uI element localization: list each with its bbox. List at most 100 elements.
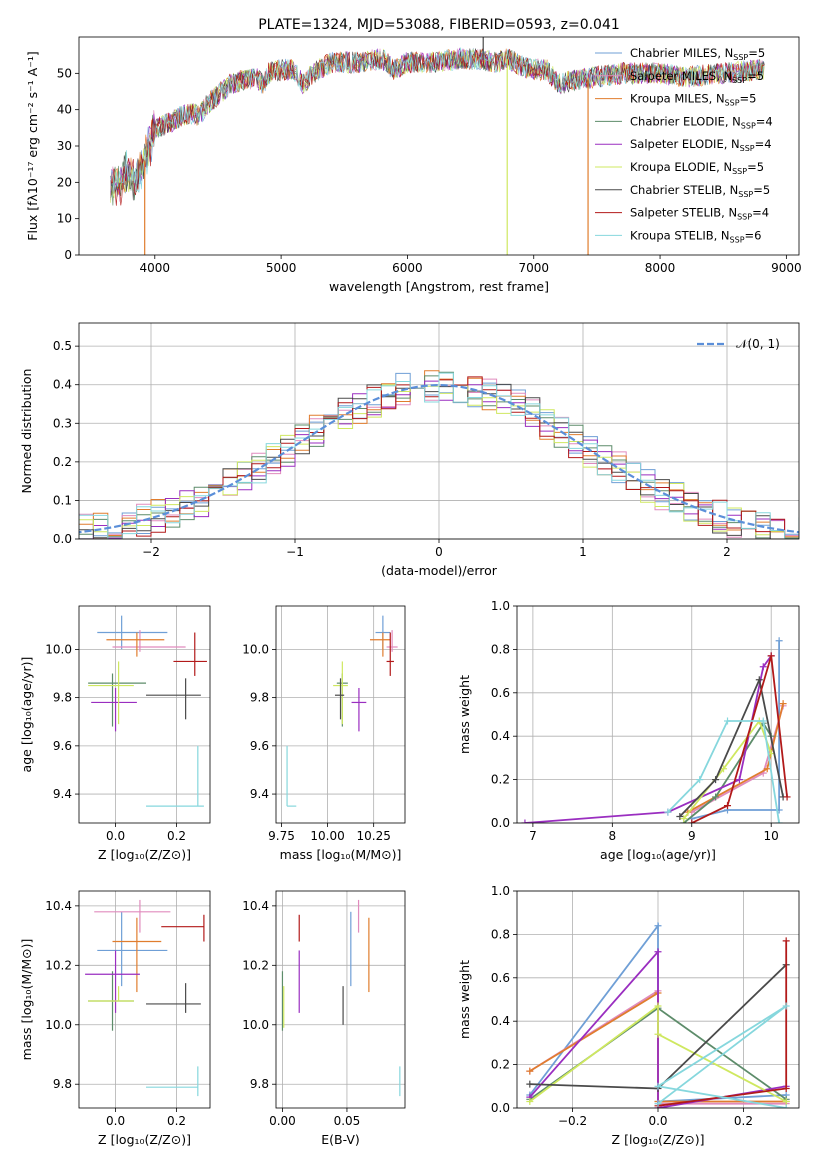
y-tick-label: 0.2: [491, 773, 510, 787]
histogram-steps: [79, 372, 799, 539]
y-tick-label: 10.4: [242, 899, 269, 913]
mass-weight-marker: [735, 776, 743, 784]
mass-weight-marker: [654, 1002, 662, 1010]
spectrum-line: [110, 46, 765, 193]
mass-weight-marker: [712, 776, 720, 784]
mass-weight-line: [683, 721, 772, 823]
massweight-vs-Z-panel: −0.2 0.0 0.2 0.0 0.2 0.4 0.6 0.8 1.0 Z [log₁₀(Z/Z…: [457, 884, 800, 1147]
y-tick-label: 0.4: [53, 378, 72, 392]
y-tick-label: 0.6: [491, 686, 510, 700]
x-tick-label: 7: [529, 829, 537, 843]
x-axis-label: Z [log₁₀(Z/Z⊙)]: [98, 1132, 191, 1147]
y-axis-label: Normed distribution: [19, 369, 34, 494]
legend-entry: Salpeter ELODIE, NSSP=4: [630, 137, 772, 153]
y-tick-label: 10.2: [45, 958, 72, 972]
x-axis-label: age [log₁₀(age/yr)]: [600, 847, 716, 862]
y-tick-label: 0.1: [53, 493, 72, 507]
y-tick-label: 10.0: [45, 642, 72, 656]
legend-entry: Kroupa ELODIE, NSSP=5: [630, 160, 764, 176]
x-tick-label: 0.0: [106, 1114, 125, 1128]
y-tick-label: 0.0: [53, 532, 72, 546]
y-tick-label: 9.8: [250, 691, 269, 705]
y-tick-label: 0.4: [491, 1014, 510, 1028]
mass-weight-marker: [712, 793, 720, 801]
x-axis-label: mass [log₁₀(M/M⊙)]: [280, 847, 402, 862]
plot-area: [286, 615, 398, 807]
age-vs-Z-panel: 0.0 0.2 9.4 9.6 9.8 10.0 Z [log₁₀(Z/Z⊙)] age [l…: [19, 605, 211, 862]
y-tick-label: 50: [57, 66, 72, 80]
y-tick-label: 10.2: [242, 958, 269, 972]
mass-weight-marker: [782, 1097, 790, 1105]
mass-weight-marker: [783, 793, 791, 801]
mass-weight-marker: [779, 700, 787, 708]
mass-weight-marker: [775, 637, 783, 645]
plot-area: [79, 370, 799, 539]
x-tick-label: 6000: [392, 261, 423, 275]
x-axis-label: Z [log₁₀(Z/Z⊙)]: [612, 1132, 705, 1147]
mass-weight-marker: [680, 815, 688, 823]
mass-weight-marker: [654, 1030, 662, 1038]
axes-frame: [275, 890, 406, 1109]
y-tick-label: 10.0: [242, 642, 269, 656]
x-tick-label: 0.0: [648, 1114, 667, 1128]
legend-entry: Kroupa STELIB, NSSP=6: [630, 228, 761, 244]
plot-area: [281, 899, 401, 1097]
y-tick-label: 10.0: [242, 1018, 269, 1032]
y-tick-label: 0.8: [491, 927, 510, 941]
x-tick-label: 10.25: [356, 829, 390, 843]
mass-weight-line: [657, 940, 788, 1107]
x-tick-label: −1: [286, 545, 304, 559]
x-axis-label: Z [log₁₀(Z/Z⊙)]: [98, 847, 191, 862]
x-tick-label: 10.00: [310, 829, 344, 843]
y-tick-label: 0.4: [491, 729, 510, 743]
y-tick-label: 9.6: [53, 739, 72, 753]
age-vs-mass-panel: 9.75 10.00 10.25 9.4 9.6 9.8 10.0 mass [log₁₀(M…: [242, 605, 406, 862]
plot-area: [85, 899, 205, 1097]
mass-weight-marker: [526, 1067, 534, 1075]
y-tick-label: 10: [57, 212, 72, 226]
legend-entry: Chabrier STELIB, NSSP=5: [630, 183, 770, 199]
y-axis-label: mass weight: [457, 960, 472, 1039]
chart-title: PLATE=1324, MJD=53088, FIBERID=0593, z=0…: [258, 17, 620, 33]
mass-weight-marker: [526, 1080, 534, 1088]
y-tick-label: 9.8: [53, 691, 72, 705]
legend-entry: Salpeter STELIB, NSSP=4: [630, 206, 769, 222]
axes-frame: [78, 890, 211, 1109]
spectrum-line: [110, 48, 765, 206]
plot-area: [110, 37, 765, 255]
y-tick-label: 0.0: [491, 816, 510, 830]
y-axis-label: mass weight: [457, 675, 472, 754]
plot-area: [88, 615, 207, 807]
y-tick-label: 9.4: [53, 787, 72, 801]
mass-weight-marker: [654, 948, 662, 956]
y-tick-label: 0.3: [53, 416, 72, 430]
plot-area: [521, 637, 791, 823]
axes-frame: [78, 322, 800, 540]
x-tick-label: 4000: [140, 261, 171, 275]
mass-weight-marker: [782, 1104, 790, 1108]
x-axis-label: wavelength [Angstrom, rest frame]: [329, 279, 549, 294]
mass-weight-marker: [782, 937, 790, 945]
mass-weight-marker: [654, 922, 662, 930]
mass-weight-marker: [688, 819, 696, 823]
mass-weight-marker: [696, 776, 704, 784]
y-tick-label: 0.6: [491, 971, 510, 985]
legend-entry: Chabrier ELODIE, NSSP=4: [630, 114, 773, 130]
y-tick-label: 40: [57, 103, 72, 117]
mass-weight-marker: [767, 652, 775, 660]
mass-weight-line: [524, 655, 772, 823]
axes-frame: [275, 605, 406, 824]
spectrum-line: [110, 49, 765, 206]
x-tick-label: 0.0: [106, 829, 125, 843]
x-tick-label: 0.00: [269, 1114, 296, 1128]
y-tick-label: 9.4: [250, 787, 269, 801]
y-axis-label: age [log₁₀(age/yr)]: [19, 657, 34, 773]
y-tick-label: 9.8: [250, 1077, 269, 1091]
mass-weight-marker: [782, 1084, 790, 1092]
legend-entry: Chabrier MILES, NSSP=5: [630, 46, 765, 62]
x-tick-label: 0.05: [334, 1114, 361, 1128]
y-tick-label: 30: [57, 139, 72, 153]
mass-weight-line: [655, 1005, 787, 1108]
axes-frame: [78, 36, 800, 256]
